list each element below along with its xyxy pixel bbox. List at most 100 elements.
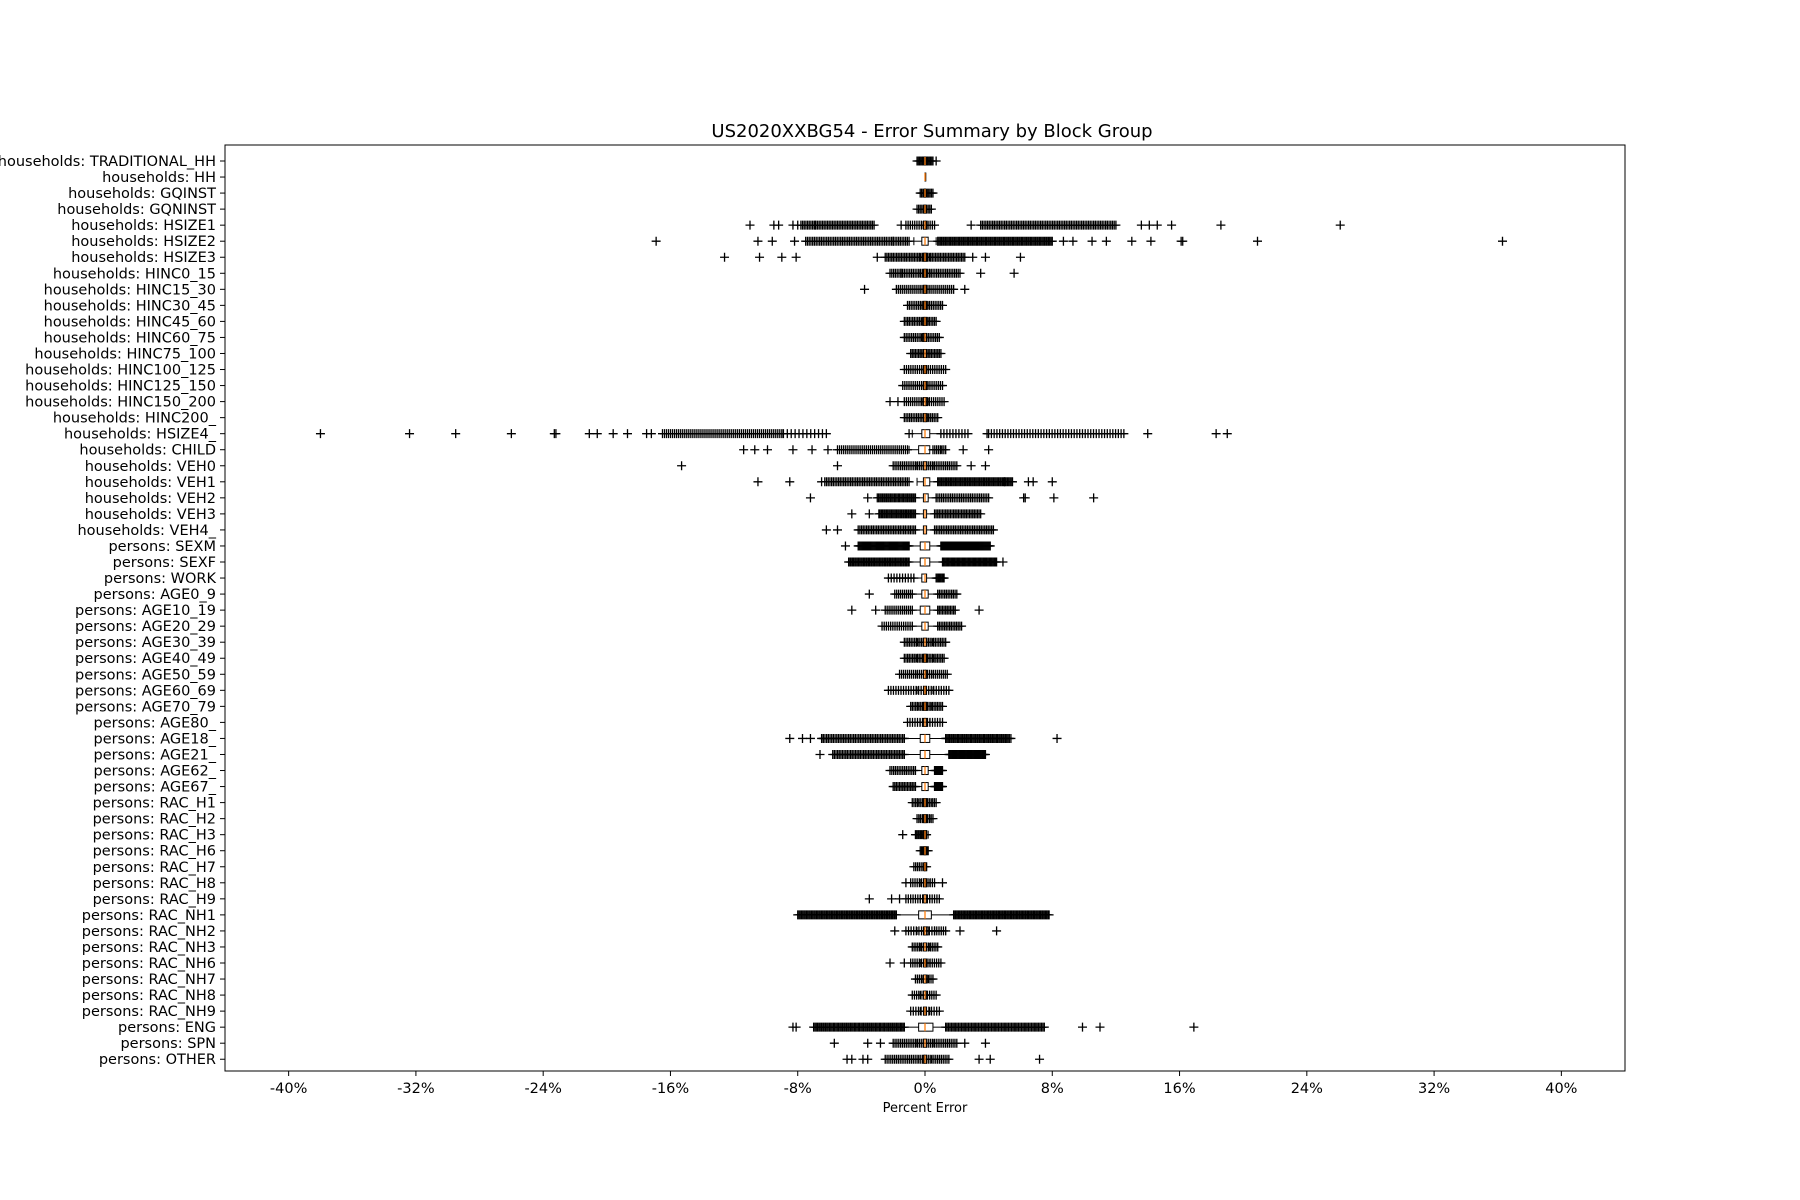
box-row-44 bbox=[909, 862, 932, 872]
flier-point bbox=[933, 413, 943, 423]
box-row-24 bbox=[840, 541, 995, 551]
iqr-box bbox=[918, 1022, 934, 1032]
y-tick-label: persons: AGE80_ bbox=[93, 715, 216, 731]
flier-point bbox=[755, 252, 765, 262]
y-tick-label: persons: AGE67_ bbox=[93, 780, 216, 796]
y-tick-label: persons: SPN bbox=[120, 1036, 216, 1052]
flier-point bbox=[941, 637, 951, 647]
y-tick-label: persons: AGE60_69 bbox=[75, 683, 216, 699]
flier-point bbox=[1211, 429, 1221, 439]
flier-point bbox=[898, 830, 908, 840]
y-tick-label: persons: RAC_H1 bbox=[93, 796, 216, 812]
flier-point bbox=[896, 220, 906, 230]
y-tick-label: households: HSIZE4_ bbox=[64, 427, 217, 443]
flier-point bbox=[818, 733, 828, 743]
y-tick-label: persons: AGE50_59 bbox=[75, 667, 216, 683]
flier-point bbox=[1127, 236, 1137, 246]
flier-point bbox=[955, 926, 965, 936]
flier-point bbox=[966, 461, 976, 471]
flier-point bbox=[592, 429, 602, 439]
flier-point bbox=[1136, 220, 1146, 230]
flier-point bbox=[904, 236, 914, 246]
flier-point bbox=[739, 445, 749, 455]
flier-point bbox=[888, 236, 898, 246]
y-tick-label: households: VEH1 bbox=[85, 475, 216, 491]
flier-point bbox=[985, 541, 995, 551]
y-tick-label: persons: RAC_NH8 bbox=[82, 988, 216, 1004]
flier-point bbox=[893, 397, 903, 407]
y-tick-label: persons: OTHER bbox=[99, 1052, 216, 1068]
flier-point bbox=[807, 445, 817, 455]
flier-point bbox=[944, 1054, 954, 1064]
flier-point bbox=[1146, 236, 1156, 246]
flier-point bbox=[817, 477, 827, 487]
y-tick-label: households: HINC125_150 bbox=[25, 379, 216, 395]
flier-point bbox=[869, 220, 879, 230]
flier-point bbox=[968, 252, 978, 262]
box-row-20 bbox=[753, 477, 1057, 487]
y-tick-label: households: HINC15_30 bbox=[44, 282, 216, 298]
box-row-55 bbox=[829, 1038, 990, 1048]
y-tick-label: persons: AGE62_ bbox=[93, 764, 216, 780]
flier-point bbox=[863, 1038, 873, 1048]
box-row-31 bbox=[899, 653, 949, 663]
flier-point bbox=[863, 1054, 873, 1064]
box-row-56 bbox=[842, 1054, 1045, 1064]
flier-point bbox=[1000, 477, 1010, 487]
box-row-30 bbox=[899, 637, 951, 647]
x-tick-label: -16% bbox=[652, 1081, 689, 1097]
flier-point bbox=[1008, 477, 1017, 487]
flier-point bbox=[1044, 910, 1054, 920]
box-row-6 bbox=[720, 252, 1025, 262]
y-tick-label: persons: RAC_H7 bbox=[93, 860, 216, 876]
flier-point bbox=[646, 429, 656, 439]
flier-point bbox=[1089, 493, 1099, 503]
box-row-2 bbox=[915, 188, 938, 198]
flier-point bbox=[1035, 1054, 1045, 1064]
flier-point bbox=[1039, 1022, 1049, 1032]
flier-point bbox=[872, 252, 882, 262]
flier-point bbox=[890, 926, 900, 936]
flier-point bbox=[974, 605, 984, 615]
flier-point bbox=[949, 284, 959, 294]
flier-point bbox=[938, 766, 947, 776]
flier-point bbox=[798, 733, 807, 743]
flier-point bbox=[942, 669, 952, 679]
flier-point bbox=[1087, 236, 1097, 246]
y-tick-label: persons: RAC_H9 bbox=[93, 892, 216, 908]
box-row-39 bbox=[888, 782, 947, 792]
flier-point bbox=[974, 1054, 984, 1064]
box-row-18 bbox=[739, 445, 994, 455]
flier-point bbox=[976, 268, 986, 278]
flier-point bbox=[1253, 236, 1262, 246]
flier-point bbox=[934, 332, 944, 342]
iqr-box bbox=[922, 477, 931, 487]
y-tick-label: households: HSIZE1 bbox=[71, 218, 216, 234]
y-tick-label: persons: RAC_NH3 bbox=[82, 940, 216, 956]
flier-point bbox=[950, 605, 960, 615]
flier-point bbox=[931, 316, 941, 326]
box-row-4 bbox=[745, 220, 1345, 230]
flier-point bbox=[938, 878, 947, 888]
y-tick-label: persons: AGE0_9 bbox=[93, 587, 216, 603]
box-row-36 bbox=[785, 733, 1062, 743]
flier-point bbox=[1047, 236, 1057, 246]
flier-point bbox=[1101, 236, 1111, 246]
flier-point bbox=[815, 749, 825, 759]
flier-point bbox=[952, 461, 962, 471]
y-tick-label: households: HINC200_ bbox=[53, 411, 217, 427]
flier-point bbox=[960, 252, 970, 262]
y-tick-label: households: HSIZE3 bbox=[71, 250, 216, 266]
flier-point bbox=[966, 220, 976, 230]
box-row-10 bbox=[899, 316, 941, 326]
flier-point bbox=[1143, 429, 1153, 439]
flier-point bbox=[860, 284, 870, 294]
flier-point bbox=[931, 990, 941, 1000]
flier-point bbox=[939, 397, 949, 407]
flier-point bbox=[955, 268, 965, 278]
flier-point bbox=[899, 958, 909, 968]
flier-point bbox=[1068, 236, 1078, 246]
box-row-48 bbox=[890, 926, 1002, 936]
box-row-25 bbox=[844, 557, 1008, 567]
